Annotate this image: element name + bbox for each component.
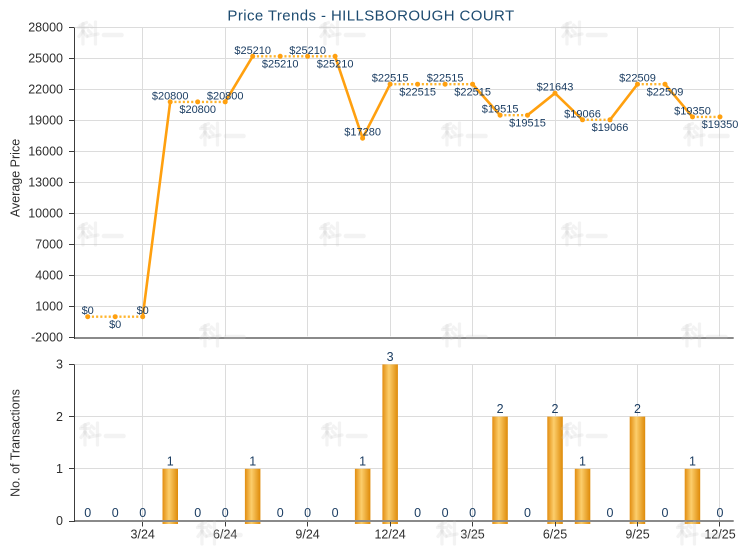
- svg-text:0: 0: [524, 506, 531, 520]
- svg-text:$25210: $25210: [234, 45, 271, 57]
- svg-text:0: 0: [222, 506, 229, 520]
- svg-text:9/24: 9/24: [295, 528, 319, 542]
- svg-text:Average Price: Average Price: [9, 139, 23, 217]
- svg-text:$25210: $25210: [289, 45, 326, 57]
- svg-text:19000: 19000: [28, 114, 63, 128]
- svg-text:0: 0: [607, 506, 614, 520]
- svg-text:Price Trends - HILLSBOROUGH CO: Price Trends - HILLSBOROUGH COURT: [227, 7, 514, 24]
- svg-text:1: 1: [359, 454, 366, 468]
- svg-text:$22515: $22515: [399, 87, 436, 99]
- svg-text:0: 0: [469, 506, 476, 520]
- svg-text:12/24: 12/24: [374, 528, 405, 542]
- svg-text:3/24: 3/24: [131, 528, 155, 542]
- svg-text:0: 0: [277, 506, 284, 520]
- svg-text:$21643: $21643: [537, 82, 574, 94]
- svg-text:2: 2: [497, 402, 504, 416]
- svg-text:0: 0: [717, 506, 724, 520]
- svg-text:1: 1: [167, 454, 174, 468]
- svg-text:3: 3: [387, 350, 394, 364]
- svg-text:9/25: 9/25: [625, 528, 649, 542]
- svg-text:$17280: $17280: [344, 127, 381, 139]
- svg-text:1: 1: [579, 454, 586, 468]
- svg-text:$22515: $22515: [372, 73, 409, 85]
- svg-text:0: 0: [139, 506, 146, 520]
- svg-text:0: 0: [194, 506, 201, 520]
- svg-text:0: 0: [332, 506, 339, 520]
- svg-text:25000: 25000: [28, 52, 63, 66]
- svg-text:0: 0: [304, 506, 311, 520]
- svg-text:1: 1: [689, 454, 696, 468]
- svg-text:22000: 22000: [28, 83, 63, 97]
- svg-text:6/25: 6/25: [543, 528, 567, 542]
- svg-text:$25210: $25210: [317, 59, 354, 71]
- svg-text:$19350: $19350: [702, 119, 739, 131]
- svg-text:$19066: $19066: [592, 122, 629, 134]
- svg-text:$22515: $22515: [454, 87, 491, 99]
- svg-text:-2000: -2000: [31, 331, 63, 345]
- svg-text:0: 0: [414, 506, 421, 520]
- svg-text:3: 3: [56, 358, 63, 372]
- svg-text:$20800: $20800: [152, 90, 189, 102]
- svg-text:28000: 28000: [28, 21, 63, 35]
- svg-text:0: 0: [442, 506, 449, 520]
- svg-text:$22515: $22515: [427, 73, 464, 85]
- svg-text:16000: 16000: [28, 145, 63, 159]
- svg-text:1: 1: [56, 462, 63, 476]
- svg-text:0: 0: [84, 506, 91, 520]
- svg-text:$19350: $19350: [674, 105, 711, 117]
- svg-text:$19515: $19515: [482, 104, 519, 116]
- svg-text:10000: 10000: [28, 207, 63, 221]
- svg-text:$0: $0: [137, 305, 149, 317]
- svg-text:13000: 13000: [28, 176, 63, 190]
- svg-text:4000: 4000: [35, 269, 63, 283]
- svg-text:7000: 7000: [35, 238, 63, 252]
- svg-text:$25210: $25210: [262, 59, 299, 71]
- svg-text:$22509: $22509: [619, 73, 656, 85]
- svg-text:$19066: $19066: [564, 108, 601, 120]
- svg-text:1000: 1000: [35, 300, 63, 314]
- svg-text:1: 1: [249, 454, 256, 468]
- svg-text:No. of Transactions: No. of Transactions: [9, 389, 23, 497]
- svg-text:2: 2: [634, 402, 641, 416]
- svg-text:$0: $0: [109, 319, 121, 331]
- svg-text:2: 2: [56, 410, 63, 424]
- svg-text:$19515: $19515: [509, 118, 546, 130]
- svg-text:0: 0: [56, 514, 63, 528]
- svg-text:0: 0: [662, 506, 669, 520]
- svg-text:$20800: $20800: [179, 104, 216, 116]
- svg-text:$22509: $22509: [647, 87, 684, 99]
- svg-text:2: 2: [552, 402, 559, 416]
- svg-text:0: 0: [112, 506, 119, 520]
- svg-text:$20800: $20800: [207, 90, 244, 102]
- svg-text:$0: $0: [82, 305, 94, 317]
